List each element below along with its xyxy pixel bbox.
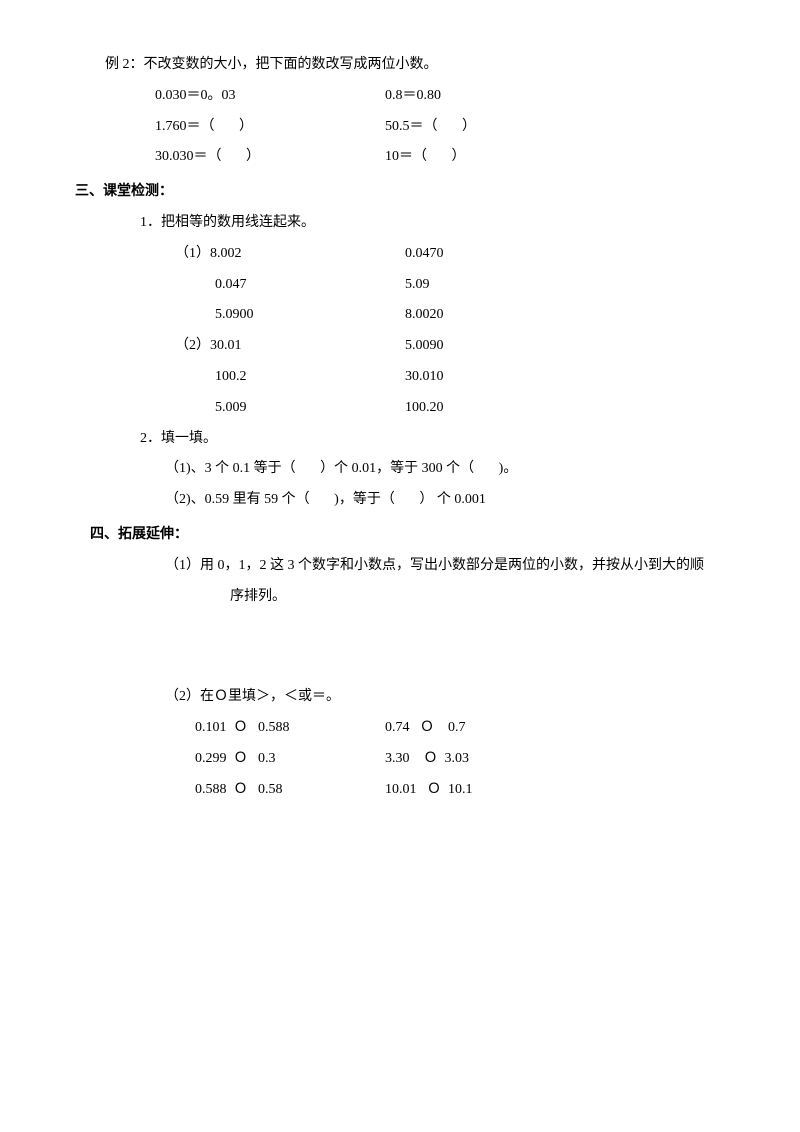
m4b: 5.0090 bbox=[405, 338, 444, 353]
m5b: 30.010 bbox=[405, 369, 444, 384]
example2-row2: 1.760＝（ ）50.5＝（ ） bbox=[105, 112, 695, 143]
example2-title: 例 2：不改变数的大小，把下面的数改写成两位小数。 bbox=[105, 50, 695, 81]
m6a: 5.009 bbox=[215, 393, 405, 424]
m5a: 100.2 bbox=[215, 362, 405, 393]
m1b: 0.0470 bbox=[405, 246, 444, 261]
ex2-r2b: 50.5＝（ ） bbox=[385, 119, 476, 134]
match-row2: 0.0475.09 bbox=[105, 270, 695, 301]
match-row6: 5.009100.20 bbox=[105, 393, 695, 424]
cmp-row3: 0.588 Ｏ 0.5810.01 Ｏ 10.1 bbox=[105, 775, 695, 806]
ex2-r1b: 0.8＝0.80 bbox=[385, 88, 441, 103]
cmp-row2: 0.299 Ｏ 0.33.30 Ｏ 3.03 bbox=[105, 744, 695, 775]
ex2-r3a: 30.030＝（ ） bbox=[155, 142, 385, 173]
section3-title: 三、课堂检测： bbox=[75, 177, 695, 208]
m6b: 100.20 bbox=[405, 400, 444, 415]
match-row1: （1）8.0020.0470 bbox=[105, 239, 695, 270]
c3a: 0.588 Ｏ 0.58 bbox=[195, 775, 385, 806]
cmp-row1: 0.101 Ｏ 0.5880.74 Ｏ 0.7 bbox=[105, 713, 695, 744]
s4-q2: （2）在Ｏ里填＞，＜或＝。 bbox=[105, 682, 695, 713]
example2-row1: 0.030＝0。030.8＝0.80 bbox=[105, 81, 695, 112]
match-row3: 5.09008.0020 bbox=[105, 300, 695, 331]
ex2-r2a: 1.760＝（ ） bbox=[155, 112, 385, 143]
ex2-r3b: 10＝（ ） bbox=[385, 149, 466, 164]
m1a: （1）8.002 bbox=[175, 239, 405, 270]
example2-row3: 30.030＝（ ）10＝（ ） bbox=[105, 142, 695, 173]
ex2-r1a: 0.030＝0。03 bbox=[155, 81, 385, 112]
c1a: 0.101 Ｏ 0.588 bbox=[195, 713, 385, 744]
c3b: 10.01 Ｏ 10.1 bbox=[385, 782, 473, 797]
m2b: 5.09 bbox=[405, 277, 430, 292]
c1b: 0.74 Ｏ 0.7 bbox=[385, 720, 466, 735]
match-row4: （2）30.015.0090 bbox=[105, 331, 695, 362]
m4a: （2）30.01 bbox=[175, 331, 405, 362]
q2-line2: （2)、0.59 里有 59 个（ )，等于（ ） 个 0.001 bbox=[105, 485, 695, 516]
section4-title: 四、拓展延伸： bbox=[90, 520, 695, 551]
s4-q1b: 序排列。 bbox=[105, 582, 695, 613]
m3b: 8.0020 bbox=[405, 307, 444, 322]
q2-title: 2．填一填。 bbox=[105, 424, 695, 455]
m2a: 0.047 bbox=[215, 270, 405, 301]
c2a: 0.299 Ｏ 0.3 bbox=[195, 744, 385, 775]
match-row5: 100.230.010 bbox=[105, 362, 695, 393]
q1-title: 1．把相等的数用线连起来。 bbox=[105, 208, 695, 239]
m3a: 5.0900 bbox=[215, 300, 405, 331]
c2b: 3.30 Ｏ 3.03 bbox=[385, 751, 469, 766]
q2-line1: （1)、3 个 0.1 等于（ ）个 0.01，等于 300 个（ )。 bbox=[105, 454, 695, 485]
s4-q1a: （1）用 0，1，2 这 3 个数字和小数点，写出小数部分是两位的小数，并按从小… bbox=[105, 551, 695, 582]
worksheet-page: 例 2：不改变数的大小，把下面的数改写成两位小数。 0.030＝0。030.8＝… bbox=[0, 0, 800, 1132]
blank-space bbox=[105, 612, 695, 682]
